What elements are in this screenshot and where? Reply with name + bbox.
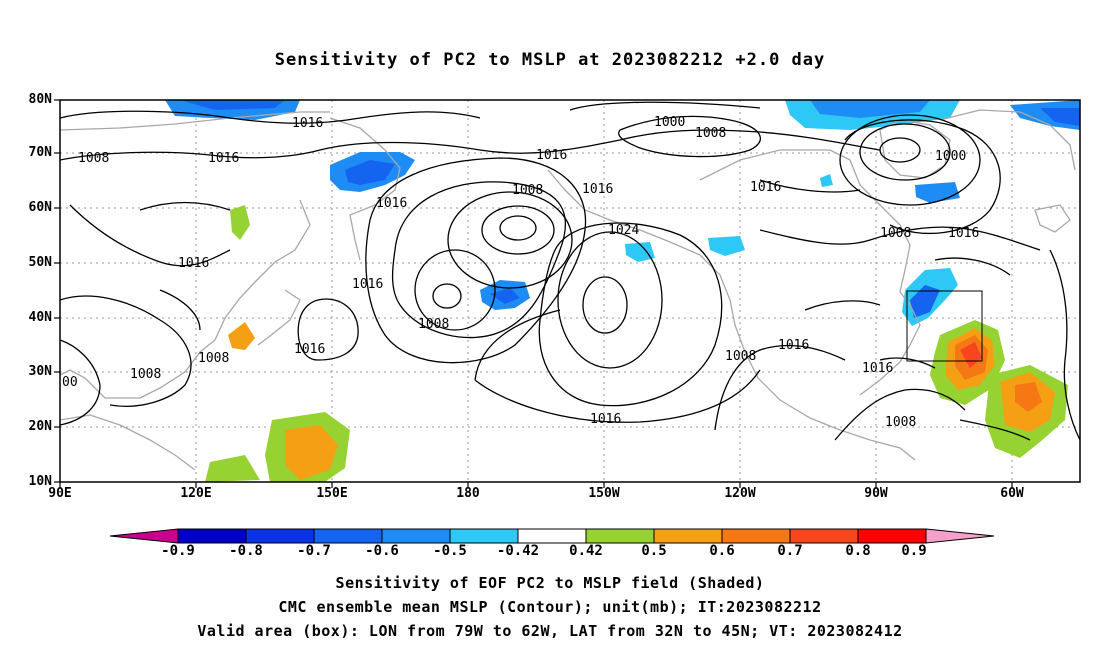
lat-label: 30N bbox=[28, 364, 52, 379]
colorbar-tick-label: -0.7 bbox=[297, 543, 331, 559]
contour-label: 1016 bbox=[582, 182, 613, 197]
valid-area-box bbox=[906, 290, 983, 362]
lon-label: 120E bbox=[180, 486, 212, 501]
lat-label: 80N bbox=[28, 92, 52, 107]
colorbar-tick-label: 0.6 bbox=[709, 543, 735, 559]
contour-label: 1016 bbox=[208, 151, 239, 166]
contour-label: 1008 bbox=[418, 317, 449, 332]
contour-label: 1016 bbox=[294, 342, 325, 357]
contour-label: 1024 bbox=[608, 223, 639, 238]
lon-label: 60W bbox=[1000, 486, 1024, 501]
caption-shaded: Sensitivity of EOF PC2 to MSLP field (Sh… bbox=[335, 574, 765, 592]
colorbar-tick-label: -0.9 bbox=[161, 543, 195, 559]
lat-label: 70N bbox=[28, 145, 52, 160]
colorbar-swatch bbox=[517, 528, 587, 544]
contour-label: 1008 bbox=[880, 226, 911, 241]
lat-label: 20N bbox=[28, 419, 52, 434]
mslp-contours bbox=[59, 101, 1081, 441]
colorbar-swatch bbox=[585, 528, 655, 544]
colorbar-tick-label: -0.5 bbox=[433, 543, 467, 559]
colorbar-tick-label: 0.5 bbox=[641, 543, 667, 559]
colorbar-swatch bbox=[245, 528, 315, 544]
colorbar-swatch bbox=[313, 528, 383, 544]
lon-label: 120W bbox=[724, 486, 756, 501]
shaded-sensitivity bbox=[165, 100, 1080, 482]
lat-label: 40N bbox=[28, 310, 52, 325]
colorbar-tick-label: -0.6 bbox=[365, 543, 399, 559]
lon-label: 90W bbox=[864, 486, 888, 501]
map-frame bbox=[59, 99, 1081, 483]
lat-label: 60N bbox=[28, 200, 52, 215]
colorbar-swatch bbox=[381, 528, 451, 544]
colorbar-tick-label: -0.8 bbox=[229, 543, 263, 559]
lon-label: 150E bbox=[316, 486, 348, 501]
contour-label: 1008 bbox=[725, 349, 756, 364]
contour-label: 1008 bbox=[512, 183, 543, 198]
contour-label: 1016 bbox=[948, 226, 979, 241]
coastlines bbox=[59, 109, 1076, 471]
contour-label: 1016 bbox=[778, 338, 809, 353]
colorbar-tick-label: -0.42 bbox=[496, 543, 540, 559]
lon-label: 150W bbox=[588, 486, 620, 501]
contour-label: 1016 bbox=[178, 256, 209, 271]
lat-label: 50N bbox=[28, 255, 52, 270]
contour-label: 1008 bbox=[695, 126, 726, 141]
contour-label: 1016 bbox=[862, 361, 893, 376]
contour-label: 1000 bbox=[935, 149, 966, 164]
contour-label: 1000 bbox=[654, 115, 685, 130]
colorbar-tick-label: 0.8 bbox=[845, 543, 871, 559]
contour-label: 1008 bbox=[130, 367, 161, 382]
contour-label: 1016 bbox=[292, 116, 323, 131]
lon-label: 180 bbox=[456, 486, 480, 501]
lat-label: 10N bbox=[28, 474, 52, 489]
colorbar-arrow-low bbox=[109, 528, 179, 544]
colorbar-tick-label: 0.9 bbox=[901, 543, 927, 559]
contour-label: 1016 bbox=[376, 196, 407, 211]
colorbar-swatch bbox=[653, 528, 723, 544]
colorbar-swatch bbox=[789, 528, 859, 544]
caption-contour: CMC ensemble mean MSLP (Contour); unit(m… bbox=[278, 598, 822, 616]
contour-label: 1016 bbox=[352, 277, 383, 292]
page-title: Sensitivity of PC2 to MSLP at 2023082212… bbox=[274, 50, 826, 70]
contour-label: 00 bbox=[62, 375, 78, 390]
colorbar-swatch bbox=[177, 528, 247, 544]
contour-label: 1008 bbox=[885, 415, 916, 430]
lon-label: 90E bbox=[48, 486, 72, 501]
colorbar-swatch bbox=[857, 528, 927, 544]
contour-labels: 1016 1016 1008 1016 1000 1008 1016 1000 … bbox=[62, 115, 979, 430]
colorbar-swatch bbox=[721, 528, 791, 544]
colorbar-swatch bbox=[449, 528, 519, 544]
colorbar-arrow-high bbox=[925, 528, 995, 544]
colorbar-tick-label: 0.42 bbox=[569, 543, 603, 559]
caption-valid-area: Valid area (box): LON from 79W to 62W, L… bbox=[197, 622, 903, 640]
contour-label: 1016 bbox=[750, 180, 781, 195]
axis-ticks bbox=[54, 99, 1013, 488]
contour-label: 1008 bbox=[198, 351, 229, 366]
contour-label: 1008 bbox=[78, 151, 109, 166]
contour-label: 1016 bbox=[590, 412, 621, 427]
colorbar-tick-label: 0.7 bbox=[777, 543, 803, 559]
contour-label: 1016 bbox=[536, 148, 567, 163]
